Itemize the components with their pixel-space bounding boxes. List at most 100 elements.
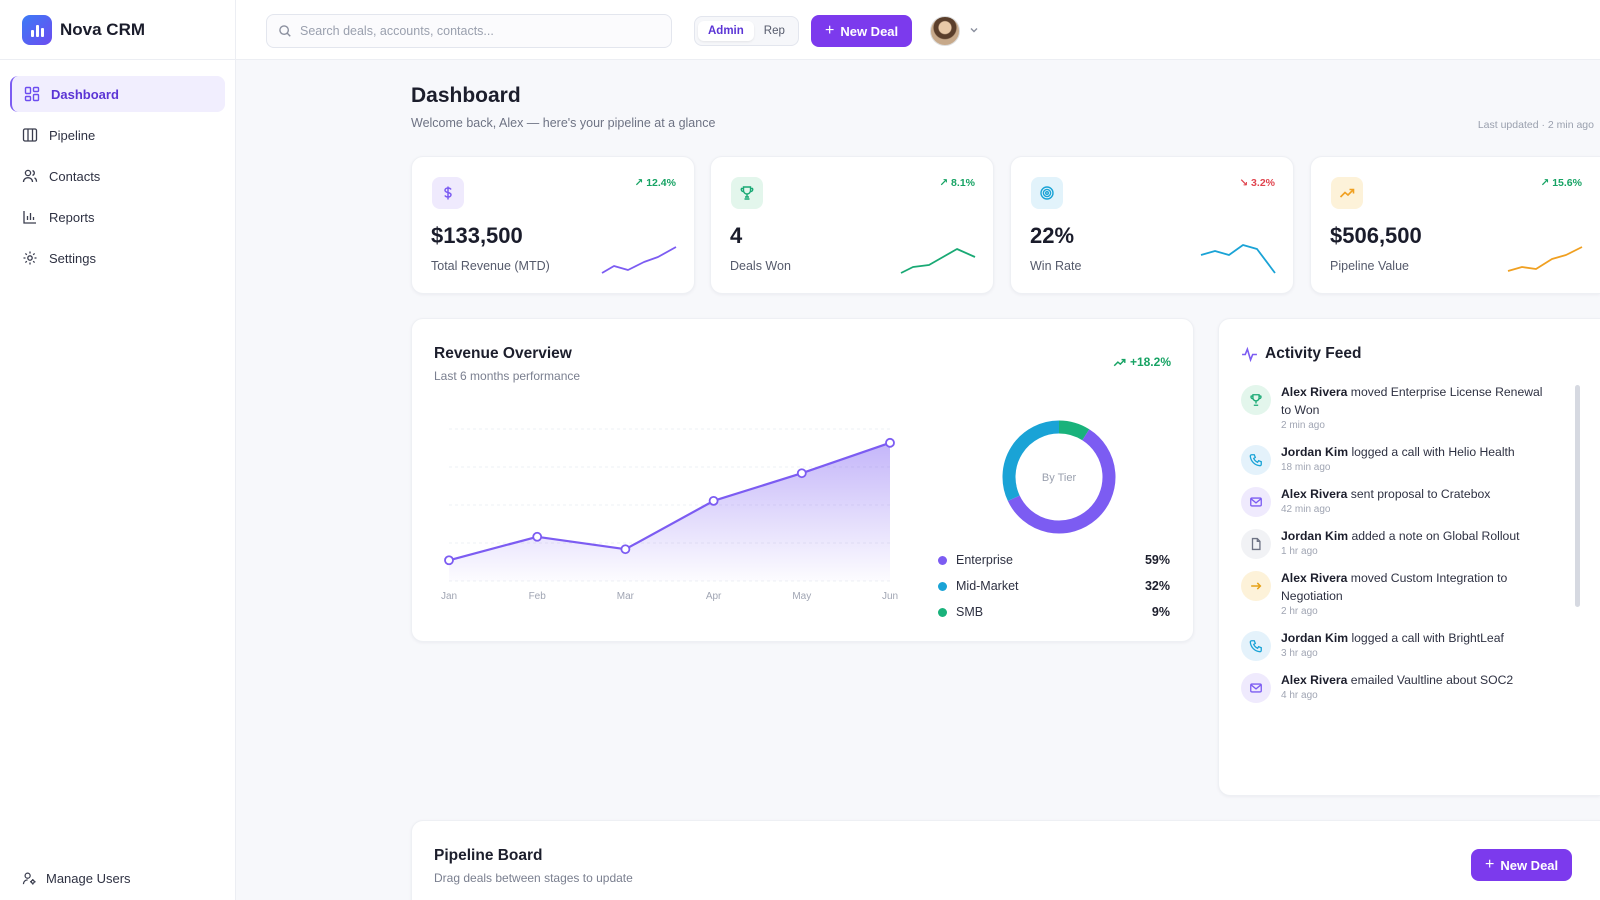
- sidebar-item-reports[interactable]: Reports: [10, 199, 225, 235]
- activity-text: Alex Rivera moved Custom Integration to …: [1281, 571, 1508, 603]
- activity-time: 4 hr ago: [1281, 690, 1318, 701]
- kpi-value: 22%: [1030, 223, 1075, 248]
- activity-scrollbar[interactable]: [1575, 385, 1580, 607]
- activity-item[interactable]: Alex Rivera moved Enterprise License Ren…: [1241, 383, 1553, 433]
- activity-icon: [1242, 346, 1257, 363]
- page-subtitle: Welcome back, Alex — here's your pipelin…: [411, 116, 716, 130]
- sidebar-item-label: Reports: [49, 209, 95, 225]
- sidebar-item-label: Contacts: [49, 168, 101, 184]
- revenue-overview-card: Revenue Overview Last 6 months performan…: [411, 318, 1194, 642]
- data-point: [620, 544, 631, 555]
- role-rep-option[interactable]: Rep: [763, 25, 785, 37]
- activity-feed-title: Activity Feed: [1265, 345, 1362, 362]
- activity-time: 18 min ago: [1281, 462, 1331, 473]
- activity-item[interactable]: Alex Rivera emailed Vaultline about SOC2…: [1241, 671, 1553, 703]
- search-icon: [279, 25, 291, 37]
- kpi-card-win-rate[interactable]: ↘ 3.2% 22% Win Rate: [1010, 156, 1294, 294]
- dashboard-icon: [24, 86, 40, 102]
- role-admin-option[interactable]: Admin: [698, 21, 754, 41]
- role-toggle[interactable]: Admin Rep: [694, 16, 799, 46]
- mail-icon: [1241, 673, 1271, 703]
- pipeline-board-title: Pipeline Board: [434, 847, 543, 864]
- trending-up-icon: [1331, 177, 1363, 209]
- activity-text: Jordan Kim added a note on Global Rollou…: [1281, 529, 1520, 543]
- contacts-icon: [22, 169, 38, 183]
- sidebar-item-label: Pipeline: [49, 127, 96, 143]
- data-point: [885, 437, 895, 448]
- new-deal-label: New Deal: [1500, 857, 1559, 873]
- trophy-icon: [1241, 385, 1271, 415]
- revenue-change-badge: +18.2%: [1113, 355, 1171, 369]
- sidebar-item-dashboard[interactable]: Dashboard: [10, 76, 225, 112]
- plus-icon: +: [825, 22, 835, 39]
- sparkline: [1200, 244, 1276, 274]
- legend-value: 59%: [1144, 553, 1170, 567]
- data-point: [796, 468, 807, 479]
- activity-item[interactable]: Alex Rivera sent proposal to Cratebox 42 …: [1241, 485, 1553, 517]
- activity-text: Alex Rivera moved Enterprise License Ren…: [1281, 385, 1543, 417]
- manage-users-label: Manage Users: [46, 871, 131, 886]
- kpi-change: ↗ 8.1%: [939, 177, 975, 189]
- kpi-label: Win Rate: [1030, 259, 1082, 273]
- kpi-label: Deals Won: [730, 259, 791, 273]
- revenue-change-value: +18.2%: [1129, 355, 1171, 369]
- x-tick-label: Feb: [529, 591, 547, 602]
- kpi-label: Pipeline Value: [1330, 259, 1409, 273]
- sidebar-item-label: Dashboard: [51, 86, 119, 102]
- sidebar-item-contacts[interactable]: Contacts: [10, 158, 225, 194]
- x-tick-label: Jan: [441, 591, 457, 602]
- pipeline-board-subtitle: Drag deals between stages to update: [434, 871, 633, 885]
- sparkline: [601, 246, 677, 274]
- revenue-subtitle: Last 6 months performance: [434, 369, 581, 383]
- sidebar-item-label: Settings: [49, 250, 96, 266]
- kpi-card-pipeline-value[interactable]: ↗ 15.6% $506,500 Pipeline Value: [1310, 156, 1600, 294]
- reports-icon: [23, 211, 36, 224]
- new-deal-button[interactable]: + New Deal: [811, 15, 913, 47]
- gear-icon: [23, 251, 37, 265]
- phone-icon: [1241, 445, 1271, 475]
- donut-slice-mid-market: [1002, 420, 1060, 502]
- activity-list: Alex Rivera moved Enterprise License Ren…: [1241, 383, 1553, 713]
- last-updated-text: Last updated · 2 min ago: [1477, 119, 1594, 131]
- trophy-icon: [731, 177, 763, 209]
- activity-item[interactable]: Jordan Kim logged a call with Helio Heal…: [1241, 443, 1553, 475]
- sidebar-nav: Dashboard Pipeline Contacts Reports Sett…: [0, 60, 235, 276]
- kpi-value: 4: [730, 223, 743, 248]
- activity-time: 2 min ago: [1281, 420, 1325, 431]
- activity-time: 1 hr ago: [1281, 546, 1318, 557]
- revenue-area-chart: Jan Feb Mar Apr May Jun: [441, 428, 898, 602]
- kpi-value: $133,500: [431, 223, 523, 248]
- sidebar-item-settings[interactable]: Settings: [10, 240, 225, 276]
- data-point: [708, 495, 719, 506]
- pipeline-new-deal-button[interactable]: + New Deal: [1471, 849, 1573, 881]
- kpi-label: Total Revenue (MTD): [431, 259, 550, 273]
- kpi-change: ↗ 12.4%: [634, 177, 677, 189]
- trending-up-icon: [1113, 358, 1126, 366]
- search-box[interactable]: [266, 14, 672, 48]
- legend-item-enterprise: Enterprise 59%: [938, 547, 1170, 573]
- brand[interactable]: Nova CRM: [0, 0, 235, 60]
- legend-label: Mid-Market: [956, 579, 1019, 593]
- kpi-change: ↘ 3.2%: [1239, 177, 1275, 189]
- mail-icon: [1241, 487, 1271, 517]
- sidebar-item-pipeline[interactable]: Pipeline: [10, 117, 225, 153]
- plus-icon: +: [1485, 856, 1495, 873]
- revenue-line: [448, 441, 891, 562]
- search-input[interactable]: [300, 24, 660, 38]
- avatar[interactable]: [930, 16, 960, 46]
- activity-time: 2 hr ago: [1281, 606, 1318, 617]
- activity-item[interactable]: Alex Rivera moved Custom Integration to …: [1241, 569, 1553, 619]
- activity-item[interactable]: Jordan Kim logged a call with BrightLeaf…: [1241, 629, 1553, 661]
- kpi-change: ↗ 15.6%: [1540, 177, 1583, 189]
- kpi-card-revenue[interactable]: ↗ 12.4% $133,500 Total Revenue (MTD): [411, 156, 695, 294]
- data-point: [444, 555, 454, 566]
- tier-legend: Enterprise 59% Mid-Market 32% SMB 9%: [938, 547, 1170, 625]
- data-point: [532, 531, 543, 542]
- kpi-card-deals-won[interactable]: ↗ 8.1% 4 Deals Won: [710, 156, 994, 294]
- activity-item[interactable]: Jordan Kim added a note on Global Rollou…: [1241, 527, 1553, 559]
- manage-users-link[interactable]: Manage Users: [22, 871, 131, 886]
- legend-value: 32%: [1144, 579, 1170, 593]
- target-icon: [1031, 177, 1063, 209]
- top-header: Admin Rep + New Deal: [236, 0, 1600, 60]
- chevron-down-icon[interactable]: [968, 24, 980, 36]
